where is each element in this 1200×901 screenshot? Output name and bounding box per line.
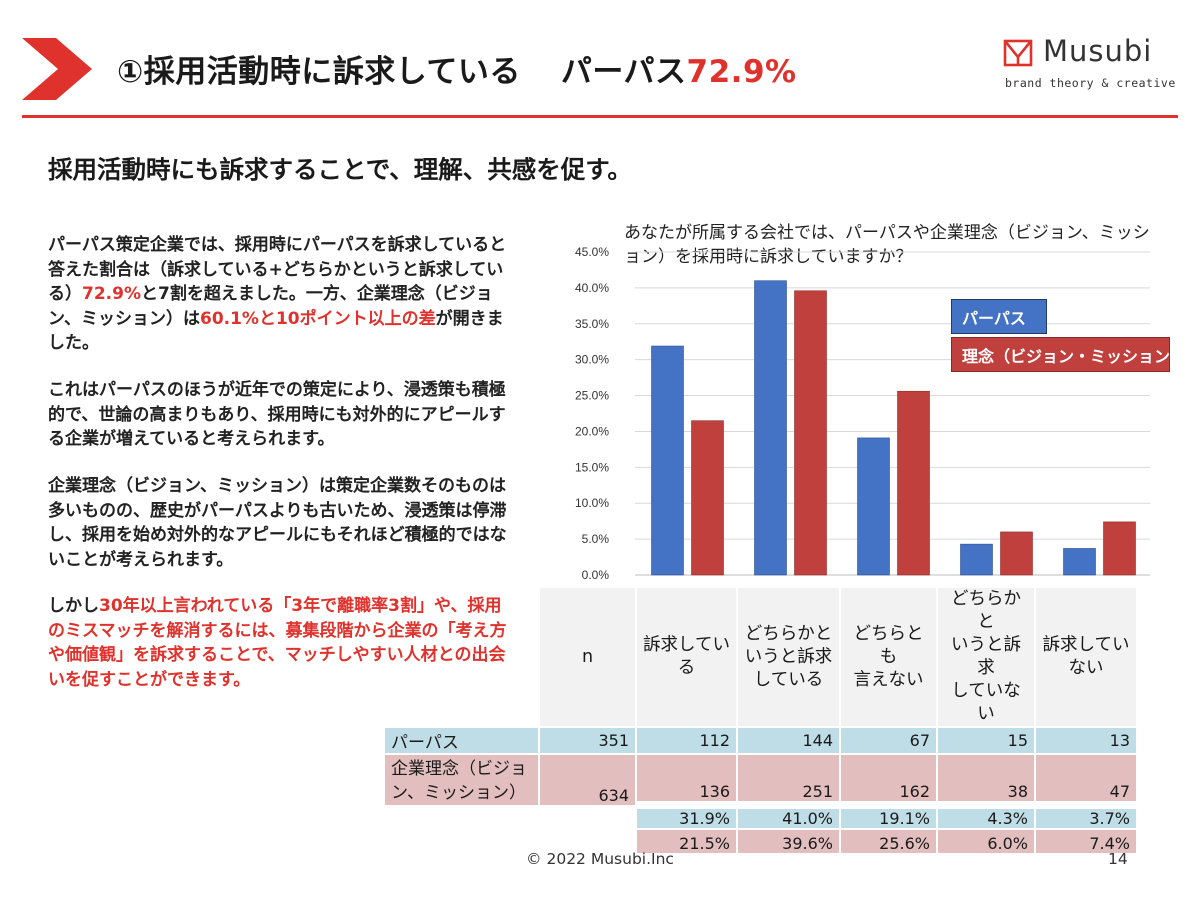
page-number: 14 — [1108, 850, 1128, 868]
table-cell: 144 — [736, 726, 840, 754]
legend-item-purpose: パーパス — [951, 299, 1047, 334]
paragraph-2: これはパーパスのほうが近年での策定により、浸透策も積極的で、世論の高まりもあり、… — [48, 380, 506, 449]
paragraph-1-text-a: パーパス策定企業では、採用時にパーパスを訴求していると答えた割合は（訴求している… — [48, 235, 507, 304]
table-row-purpose: パーパス 351 112 144 67 15 13 — [383, 726, 1136, 754]
paragraph-1-text-c: が開きました。 — [48, 308, 504, 354]
table-header-cat: 訴求してい る — [635, 588, 737, 727]
table-cell-percent: 3.7% — [1034, 801, 1136, 829]
logo-name: Musubi — [1043, 34, 1153, 68]
header-divider — [22, 115, 1178, 118]
row-label-philosophy: 企業理念（ビジョ ン、ミッション） — [383, 753, 539, 805]
bar-philosophy — [794, 290, 827, 576]
bar-purpose — [651, 345, 684, 576]
paragraph-1-highlight-b: 60.1%と10ポイント以上の差 — [199, 308, 436, 329]
table-cell-percent: 6.0% — [936, 828, 1035, 853]
chart-y-ticks: 0.0% 5.0% 10.0% 15.0% 20.0% 25.0% 30.0% 35.0% 40… — [575, 245, 609, 582]
table-cell: 47 — [1034, 753, 1136, 805]
table-header-corner — [384, 588, 539, 727]
table-row-philosophy-percent: 21.5% 39.6% 25.6% 6.0% 7.4% — [384, 828, 1136, 853]
y-tick-label: 15.0% — [575, 460, 609, 474]
paragraph-1-highlight-a: 72.9% — [82, 284, 141, 304]
table-row-philosophy: 企業理念（ビジョ ン、ミッション） 634 136 251 162 38 47 — [383, 753, 1136, 805]
table-cell: 136 — [635, 753, 737, 805]
bar-chart: 0.0% 5.0% 10.0% 15.0% 20.0% 25.0% 30.0% 35.0% 40… — [575, 245, 1150, 582]
y-tick-label: 10.0% — [575, 496, 609, 510]
legend-item-philosophy: 理念（ビジョン・ミッション） — [951, 337, 1186, 372]
table-cell-percent: 4.3% — [936, 801, 1035, 829]
bar-philosophy — [1103, 521, 1136, 576]
y-tick-label: 5.0% — [582, 532, 610, 546]
table-cell-percent: 31.9% — [635, 801, 737, 829]
table-header-cat: どちらかと いうと訴求 している — [736, 588, 840, 727]
paragraph-1: パーパス策定企業では、採用時にパーパスを訴求していると答えた割合は（訴求している… — [48, 233, 518, 356]
logo-tagline: brand theory & creative — [1005, 76, 1176, 90]
legend-label-purpose: パーパス — [962, 308, 1026, 328]
page-title: ①採用活動時に訴求している パーパス72.9% — [117, 46, 797, 91]
bar-philosophy — [1000, 531, 1033, 576]
table-row-purpose-percent: 31.9% 41.0% 19.1% 4.3% 3.7% — [384, 801, 1136, 829]
bar-philosophy — [691, 420, 724, 576]
table-cell: 251 — [736, 753, 840, 805]
table-cell: 162 — [839, 753, 937, 805]
paragraph-4-highlight: 30年以上言われている「3年で離職率3割」や、採用のミスマッチを解消するには、募… — [48, 596, 507, 690]
table-header-row: n 訴求してい る どちらかと いうと訴求 している どちらとも 言えない どち… — [384, 588, 1136, 727]
chart-bars — [651, 280, 1136, 576]
paragraph-4: しかし30年以上言われている「3年で離職率3割」や、採用のミスマッチを解消するに… — [48, 594, 518, 692]
y-tick-label: 40.0% — [575, 281, 609, 295]
y-tick-label: 20.0% — [575, 424, 609, 438]
page-title-main: ①採用活動時に訴求している — [117, 54, 521, 90]
bar-purpose — [960, 543, 993, 576]
y-tick-label: 30.0% — [575, 353, 609, 367]
page-title-value: 72.9% — [686, 54, 797, 90]
table-cell-percent: 39.6% — [736, 828, 840, 853]
table-cell: 13 — [1034, 726, 1136, 754]
table-cell: 38 — [936, 753, 1035, 805]
table-cell: 112 — [635, 726, 737, 754]
y-tick-label: 45.0% — [575, 245, 609, 259]
table-cell-percent: 7.4% — [1034, 828, 1136, 853]
table-cell-n: 351 — [538, 726, 636, 754]
bar-purpose — [1063, 548, 1096, 576]
table-header-cat: 訴求してい ない — [1034, 588, 1136, 727]
y-tick-label: 25.0% — [575, 389, 609, 403]
company-logo: Musubi brand theory & creative — [1003, 34, 1178, 94]
musubi-logo-icon — [1003, 39, 1033, 67]
y-tick-label: 0.0% — [582, 568, 610, 582]
table-header-cat: どちらかと いうと訴求 していない — [936, 588, 1035, 727]
table-cell-percent: 21.5% — [635, 828, 737, 853]
table-cell: 15 — [936, 726, 1035, 754]
row-label-purpose: パーパス — [383, 726, 539, 754]
table-cell-n: 634 — [538, 753, 636, 805]
paragraph-3: 企業理念（ビジョン、ミッション）は策定企業数そのものは多いものの、歴史がパーパス… — [48, 476, 507, 570]
bar-philosophy — [897, 390, 930, 576]
bar-purpose — [857, 437, 890, 576]
paragraph-1-text-b: と7割を超えました。一方、企業理念（ビジョン、ミッション）は — [48, 284, 493, 329]
table-header-n: n — [538, 588, 636, 727]
table-cell-percent: 25.6% — [839, 828, 937, 853]
red-arrow-icon — [22, 38, 92, 100]
table-cell-percent: 19.1% — [839, 801, 937, 829]
y-tick-label: 35.0% — [575, 317, 609, 331]
page-title-label: パーパス — [560, 54, 687, 90]
data-table: n 訴求してい る どちらかと いうと訴求 している どちらとも 言えない どち… — [383, 588, 1136, 853]
footer-copyright: © 2022 Musubi.Inc — [526, 850, 674, 868]
table-header-cat: どちらとも 言えない — [839, 588, 937, 727]
table-cell-percent: 41.0% — [736, 801, 840, 829]
table-cell: 67 — [839, 726, 937, 754]
paragraph-4-text-a: しかし — [48, 596, 99, 616]
subtitle: 採用活動時にも訴求することで、理解、共感を促す。 — [48, 155, 632, 184]
bar-purpose — [754, 280, 787, 576]
legend-label-philosophy: 理念（ビジョン・ミッション） — [962, 346, 1187, 366]
